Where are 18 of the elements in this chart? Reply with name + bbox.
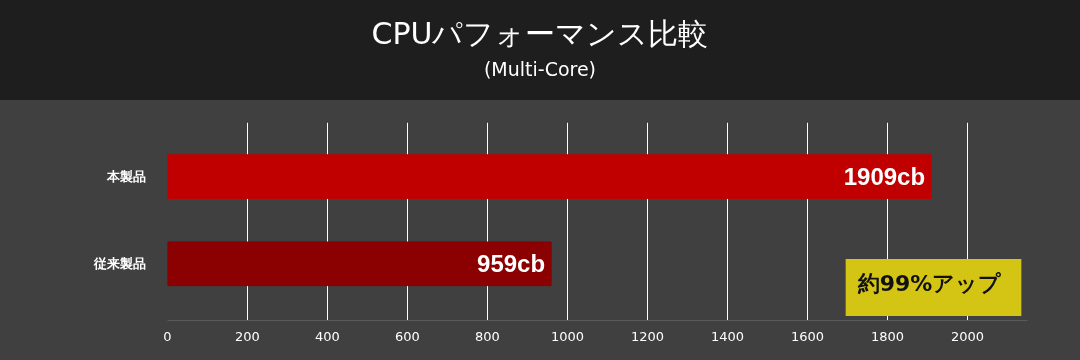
x-tick-label: 2000 [950, 328, 985, 344]
data-label: 959cb [477, 250, 546, 278]
y-tick-label: 従来製品 [92, 256, 146, 272]
x-tick-label: 0 [163, 328, 172, 344]
x-tick-label: 1000 [550, 328, 585, 344]
x-tick-label: 800 [475, 328, 500, 344]
x-tick-label: 400 [315, 328, 340, 344]
x-tick-label: 1200 [630, 328, 665, 344]
x-tick-label: 200 [235, 328, 260, 344]
chart-subtitle: (Multi-Core) [482, 57, 598, 82]
x-tick-label: 1400 [710, 328, 745, 344]
x-tick-label: 1800 [870, 328, 905, 344]
y-tick-label: 本製品 [105, 169, 146, 185]
chart-title: CPUパフォーマンス比較 [370, 15, 710, 53]
x-tick-label: 1600 [790, 328, 825, 344]
annotation: 約99%アップ [856, 271, 1002, 296]
data-label: 1909cb [843, 163, 926, 191]
x-tick-label: 600 [395, 328, 420, 344]
